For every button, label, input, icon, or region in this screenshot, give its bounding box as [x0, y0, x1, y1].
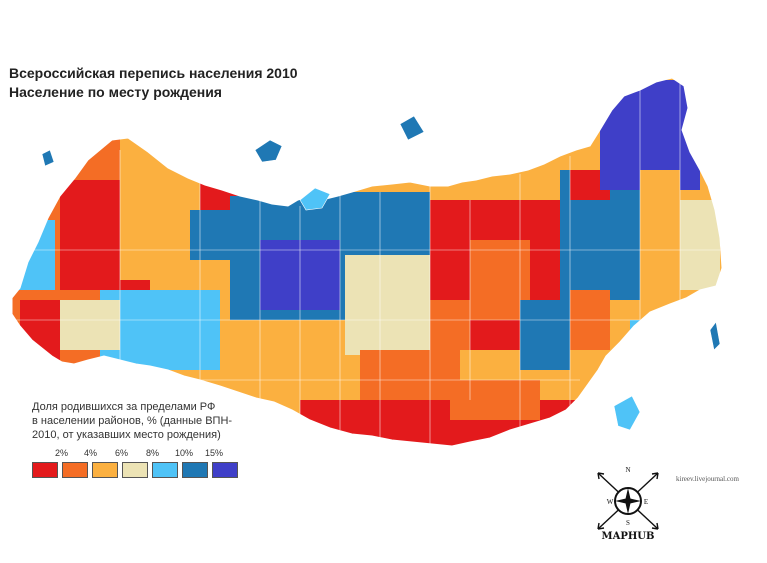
region-borders [12, 80, 722, 444]
region-primorye [630, 320, 680, 360]
map-title: Всероссийская перепись населения 2010 На… [9, 64, 298, 102]
region-kamchatka [680, 200, 720, 290]
legend-swatch-2 [62, 462, 88, 478]
island-arctic-1 [299, 187, 331, 211]
island-sakhalin [613, 395, 641, 431]
legend-swatch-7 [212, 462, 238, 478]
maphub-compass-logo: N S W E MAPHUB [597, 466, 659, 542]
maphub-logo-text: MAPHUB [602, 531, 655, 542]
legend-tick-10: 10% [175, 448, 194, 458]
region-volga [120, 180, 200, 280]
legend-swatch-4 [122, 462, 148, 478]
legend-tick-8: 8% [146, 448, 160, 458]
legend-swatch-5 [152, 462, 178, 478]
region-caucasus [20, 300, 60, 360]
region-yakutia-west [430, 300, 470, 350]
island-severnaya-zemlya [399, 115, 425, 141]
legend-swatch-6 [182, 462, 208, 478]
legend-tick-2: 2% [55, 448, 69, 458]
region-south [60, 300, 120, 350]
legend-swatch-1 [32, 462, 58, 478]
legend-caption-line-3: 2010, от указавших место рождения) [32, 429, 221, 441]
legend-tick-15: 15% [205, 448, 224, 458]
legend-tick-4: 4% [84, 448, 98, 458]
island-kaliningrad [41, 149, 55, 167]
region-koryak [640, 170, 680, 230]
legend-swatch-3 [92, 462, 118, 478]
legend: Доля родившихся за пределами РФ в населе… [32, 400, 272, 484]
legend-caption-line-1: Доля родившихся за пределами РФ [32, 401, 216, 413]
compass-north-label: N [625, 466, 630, 474]
region-taimyr [340, 192, 430, 262]
title-line-2: Население по месту рождения [9, 84, 222, 100]
island-novaya-zemlya [254, 139, 283, 163]
island-kurils [709, 321, 721, 351]
region-transbaikal [450, 380, 540, 420]
compass-rose-icon [615, 488, 641, 514]
compass-west-label: W [607, 498, 614, 506]
credit-text: kireev.livejournal.com [676, 475, 739, 483]
title-line-1: Всероссийская перепись населения 2010 [9, 65, 298, 81]
region-north-ural [190, 210, 230, 260]
region-krasnoyarsk [345, 255, 430, 355]
legend-tick-6: 6% [115, 448, 129, 458]
legend-caption: Доля родившихся за пределами РФ в населе… [32, 400, 242, 442]
compass-south-label: S [626, 519, 630, 527]
legend-caption-line-2: в населении районов, % (данные ВПН- [32, 415, 233, 427]
russia-outline [11, 77, 723, 447]
legend-scale: 2% 4% 6% 8% 10% 15% [32, 448, 272, 484]
region-amur [520, 300, 570, 370]
region-northwest-fragments [15, 220, 55, 290]
compass-east-label: E [644, 498, 648, 506]
